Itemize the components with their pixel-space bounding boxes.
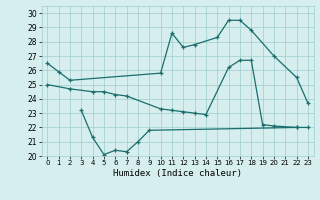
X-axis label: Humidex (Indice chaleur): Humidex (Indice chaleur) [113,169,242,178]
